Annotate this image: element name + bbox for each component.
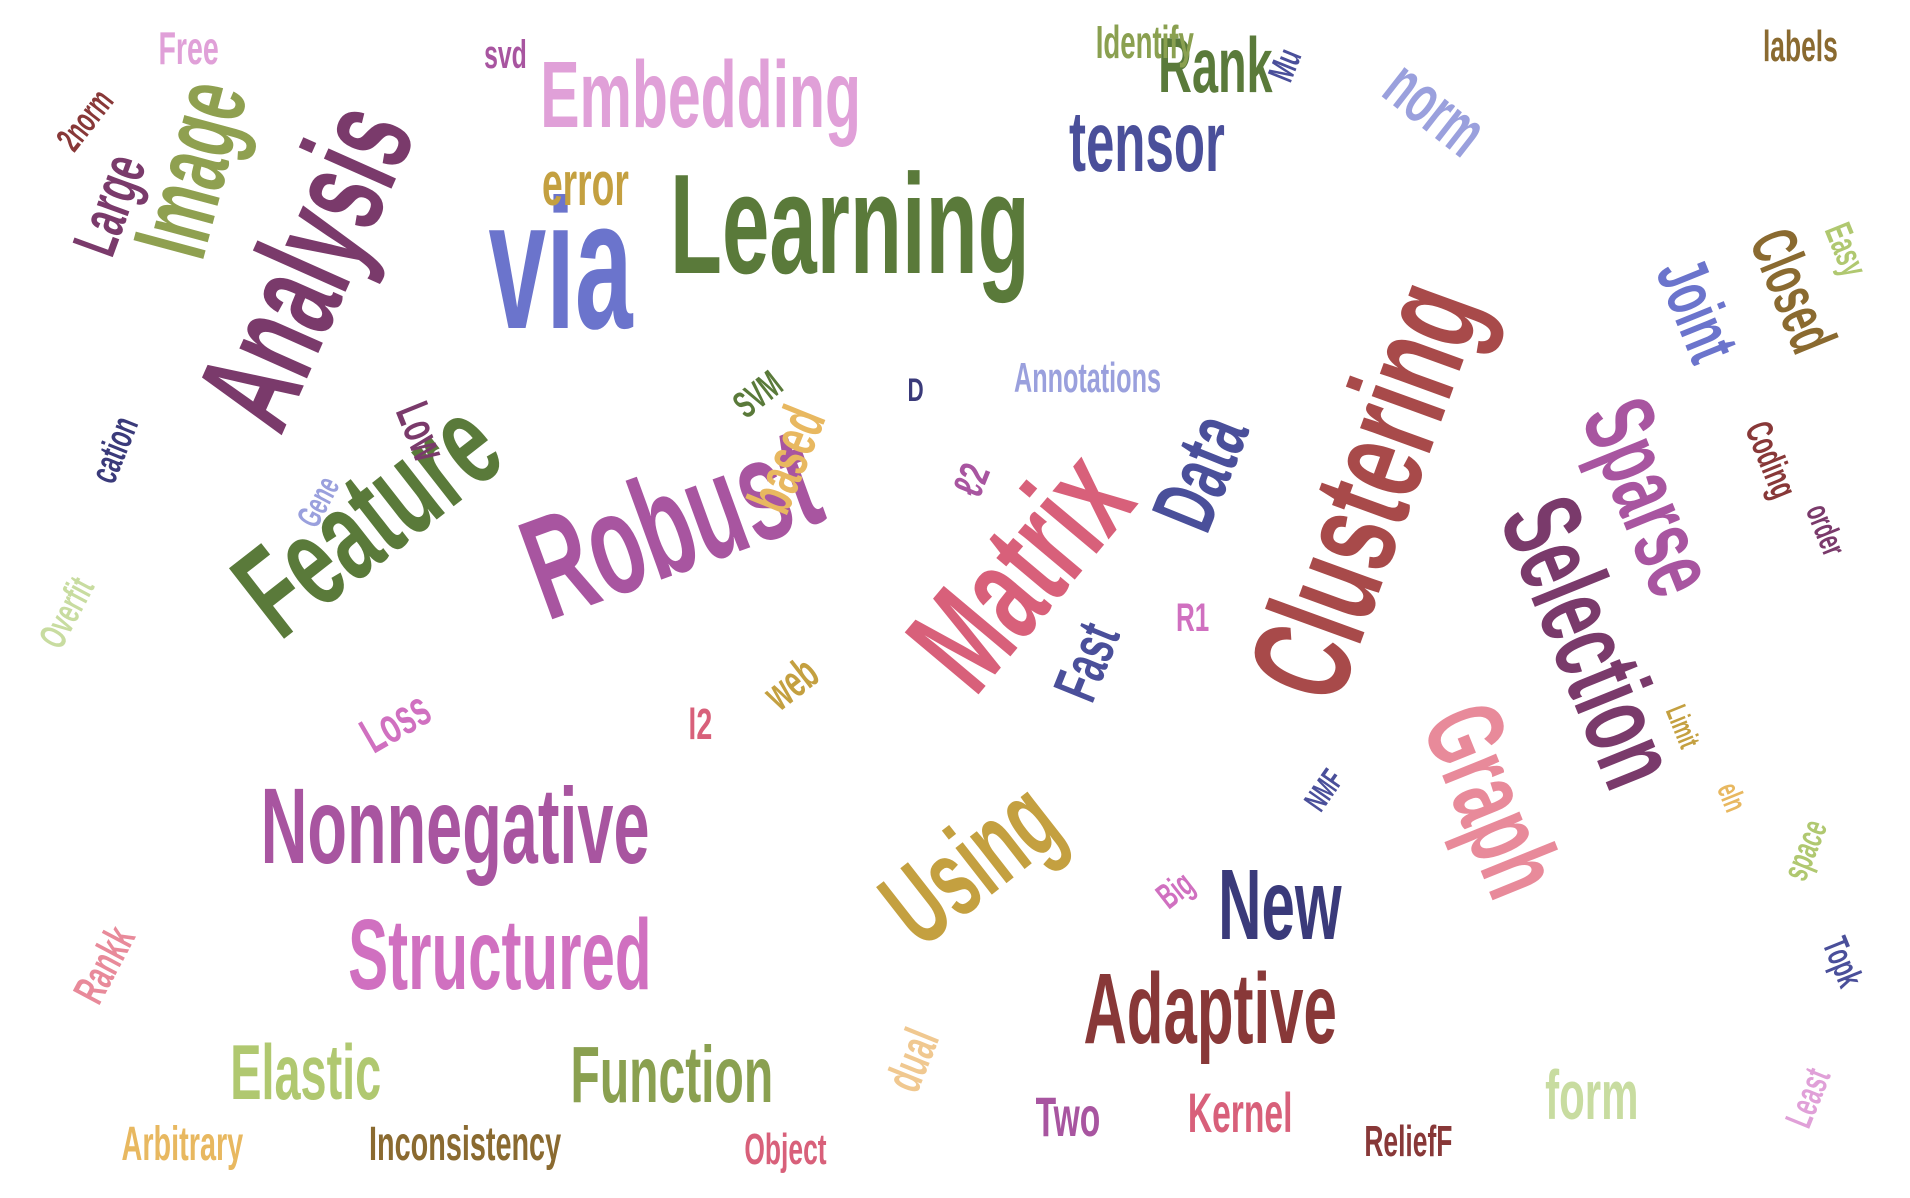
word-tensor: tensor: [1068, 94, 1225, 190]
word-eln: eln: [1710, 777, 1755, 817]
word-elastic: Elastic: [229, 1028, 381, 1116]
word-free: Free: [157, 22, 219, 74]
word-relieff: ReliefF: [1363, 1117, 1452, 1166]
word-function: Function: [570, 1030, 774, 1119]
word-overfit: Overfit: [31, 570, 104, 656]
word-2norm: 2norm: [48, 81, 122, 159]
word-topk: Topk: [1814, 930, 1871, 993]
word-adaptive: Adaptive: [1083, 953, 1337, 1065]
word-l2-script: ℓ2: [943, 456, 1000, 503]
word-joint: Joint: [1640, 247, 1754, 373]
word-inconsistency: Inconsistency: [369, 1118, 562, 1171]
word-new: New: [1218, 849, 1342, 961]
word-two: Two: [1035, 1085, 1101, 1148]
word-coding: Coding: [1735, 415, 1805, 505]
word-error: error: [541, 150, 629, 219]
word-object: Object: [743, 1125, 827, 1174]
word-nonnegative: Nonnegative: [260, 765, 650, 886]
word-arbitrary: Arbitrary: [121, 1118, 243, 1171]
word-nmf: NMF: [1296, 762, 1350, 818]
word-rankk: Rankk: [64, 918, 145, 1012]
word-via: via: [488, 161, 633, 368]
word-d: D: [906, 372, 924, 408]
word-order: order: [1797, 498, 1853, 562]
word-l2: l2: [687, 700, 712, 749]
word-labels: labels: [1762, 22, 1838, 71]
word-learning: Learning: [669, 145, 1030, 304]
word-clustering: Clustering: [1217, 261, 1512, 719]
word-web: web: [753, 645, 828, 721]
word-loss: Loss: [350, 680, 440, 764]
word-structured: Structured: [348, 899, 652, 1011]
word-svd: svd: [483, 33, 527, 77]
word-dual: dual: [874, 1020, 950, 1100]
word-graph: Graph: [1399, 686, 1586, 913]
word-space: space: [1774, 813, 1836, 886]
word-least: Least: [1777, 1062, 1839, 1134]
word-form: form: [1545, 1056, 1639, 1134]
word-big: Big: [1148, 862, 1202, 917]
word-rank: Rank: [1157, 21, 1273, 109]
word-cation: cation: [82, 411, 148, 489]
word-r1: R1: [1175, 596, 1209, 640]
word-using: Using: [857, 755, 1082, 970]
word-identify: Identify: [1095, 16, 1194, 68]
word-kernel: Kernel: [1187, 1081, 1293, 1144]
word-norm: norm: [1369, 44, 1501, 172]
word-embedding: Embedding: [539, 41, 861, 148]
word-annotations: Annotations: [1013, 354, 1161, 401]
